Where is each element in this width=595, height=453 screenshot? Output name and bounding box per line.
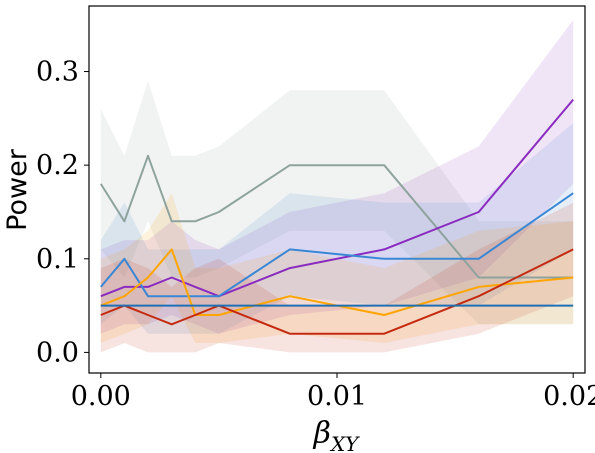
confidence-band-2	[100, 123, 574, 334]
x-axis-label: βXY	[313, 416, 361, 453]
confidence-band-1	[100, 20, 574, 334]
series-line-4	[100, 248, 574, 335]
x-axis-ticks: 0.00 0.01 0.02	[71, 373, 595, 412]
confidence-bands	[100, 20, 574, 353]
y-tick-label: 0.0	[36, 337, 79, 368]
x-tick-label: 0.02	[543, 381, 595, 412]
y-axis-ticks: 0.0 0.1 0.2 0.3	[36, 57, 89, 368]
series-lines	[99, 98, 574, 335]
y-tick-label: 0.3	[36, 57, 79, 88]
series-line-2	[100, 192, 574, 298]
x-tick-label: 0.00	[71, 381, 131, 412]
y-axis-label: Power	[2, 148, 33, 231]
x-tick-label: 0.01	[307, 381, 367, 412]
x-axis-label-symbol: β	[313, 416, 331, 451]
confidence-band-0	[100, 80, 574, 325]
series-line-0	[99, 154, 574, 279]
series-line-3	[100, 248, 574, 316]
y-tick-label: 0.1	[36, 244, 79, 275]
x-axis-label-subscript: XY	[329, 432, 360, 453]
y-tick-label: 0.2	[36, 150, 79, 181]
